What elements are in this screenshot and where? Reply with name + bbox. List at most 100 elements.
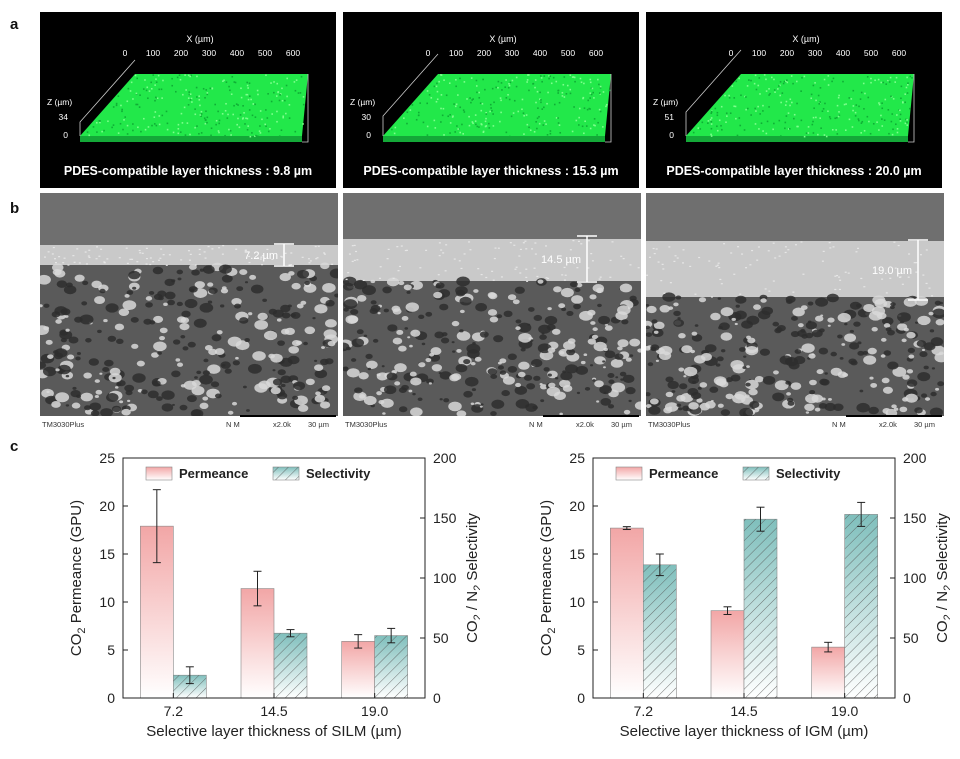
layer-texture <box>468 241 471 243</box>
surface-texture <box>449 132 451 134</box>
surface-texture <box>459 106 462 109</box>
pore-texture <box>859 389 864 393</box>
surface-texture <box>899 120 902 122</box>
pore-texture <box>487 368 498 376</box>
pore-texture <box>603 366 606 369</box>
pore-texture <box>250 284 264 294</box>
y-right-tick-label: 0 <box>433 690 441 706</box>
surface-texture <box>249 135 252 138</box>
layer-texture <box>718 266 721 269</box>
surface-texture <box>146 86 149 89</box>
layer-texture <box>261 254 264 257</box>
pore-texture <box>561 307 567 312</box>
surface-texture <box>565 93 568 95</box>
layer-texture <box>211 248 214 250</box>
layer-texture <box>494 247 497 249</box>
surface-texture <box>198 99 201 101</box>
axis-frame <box>302 74 309 143</box>
pore-texture <box>171 370 181 378</box>
pore-texture <box>177 277 182 281</box>
surface-texture <box>152 74 155 76</box>
surface-texture <box>541 108 544 110</box>
pore-texture <box>493 335 504 343</box>
surface-texture <box>273 81 275 83</box>
layer-texture <box>442 252 445 254</box>
surface-texture <box>517 110 520 113</box>
layer-texture <box>159 257 162 259</box>
thickness-marker <box>908 239 928 301</box>
surface-texture <box>144 128 147 131</box>
pore-texture <box>304 281 310 286</box>
pore-texture <box>319 401 331 409</box>
pore-texture <box>710 312 721 321</box>
surface-texture <box>456 125 458 127</box>
surface-texture <box>811 123 814 126</box>
pore-texture <box>363 334 368 338</box>
surface-texture <box>872 122 875 125</box>
surface-texture <box>538 122 541 125</box>
surface-texture <box>880 81 883 84</box>
layer-texture <box>72 255 75 257</box>
pore-texture <box>520 347 526 352</box>
pore-texture <box>455 363 468 373</box>
surface-texture <box>900 85 903 88</box>
surface-texture <box>773 78 775 81</box>
surface-texture <box>589 108 591 110</box>
pore-texture <box>176 362 184 367</box>
surface-texture <box>869 132 872 135</box>
surface-texture <box>256 89 259 92</box>
panel-b-label: b <box>10 200 20 217</box>
pore-texture <box>876 312 887 320</box>
pore-texture <box>343 307 349 312</box>
layer-texture <box>897 244 900 247</box>
pore-texture <box>350 308 359 315</box>
layer-texture <box>141 252 144 254</box>
pore-texture <box>91 280 102 289</box>
layer-texture <box>266 248 269 251</box>
pore-texture <box>41 388 54 398</box>
surface-texture <box>574 80 576 83</box>
pore-texture <box>507 294 517 301</box>
pore-texture <box>280 304 291 313</box>
pore-texture <box>673 310 681 317</box>
surface-texture <box>302 123 304 125</box>
pore-texture <box>791 316 798 321</box>
pore-texture <box>456 331 471 341</box>
surface-texture <box>281 87 283 90</box>
surface-texture <box>845 103 847 105</box>
pore-texture <box>296 303 304 309</box>
surface-texture <box>155 96 157 99</box>
pore-texture <box>370 304 381 312</box>
surface-texture <box>120 104 122 107</box>
surface-texture <box>470 101 472 104</box>
surface-texture <box>760 122 763 125</box>
layer-texture <box>751 249 754 252</box>
pore-texture <box>470 361 476 366</box>
surface-texture <box>823 134 826 136</box>
layer-texture <box>345 278 348 280</box>
surface-texture <box>98 120 101 122</box>
surface-texture <box>235 103 238 105</box>
surface-texture <box>475 123 477 126</box>
y-left-tick-label: 15 <box>99 546 115 562</box>
layer-texture <box>445 244 448 246</box>
surface-texture <box>602 126 604 128</box>
surface-texture <box>537 107 539 109</box>
layer-texture <box>348 253 351 255</box>
surface-texture <box>434 127 437 129</box>
y-right-axis-title: CO2 / N2 Selectivity <box>934 513 950 643</box>
pore-texture <box>394 363 407 373</box>
pore-texture <box>479 405 483 408</box>
surface-texture <box>863 129 866 132</box>
layer-texture <box>573 262 576 264</box>
pore-texture <box>67 354 75 360</box>
surface-texture <box>284 99 286 102</box>
layer-texture <box>493 257 496 260</box>
pore-texture <box>428 382 432 385</box>
pore-texture <box>439 371 452 380</box>
surface-texture <box>451 116 454 118</box>
surface-texture <box>504 86 507 88</box>
surface-texture <box>481 103 484 105</box>
surface-texture <box>135 93 138 96</box>
surface-texture <box>302 96 305 98</box>
